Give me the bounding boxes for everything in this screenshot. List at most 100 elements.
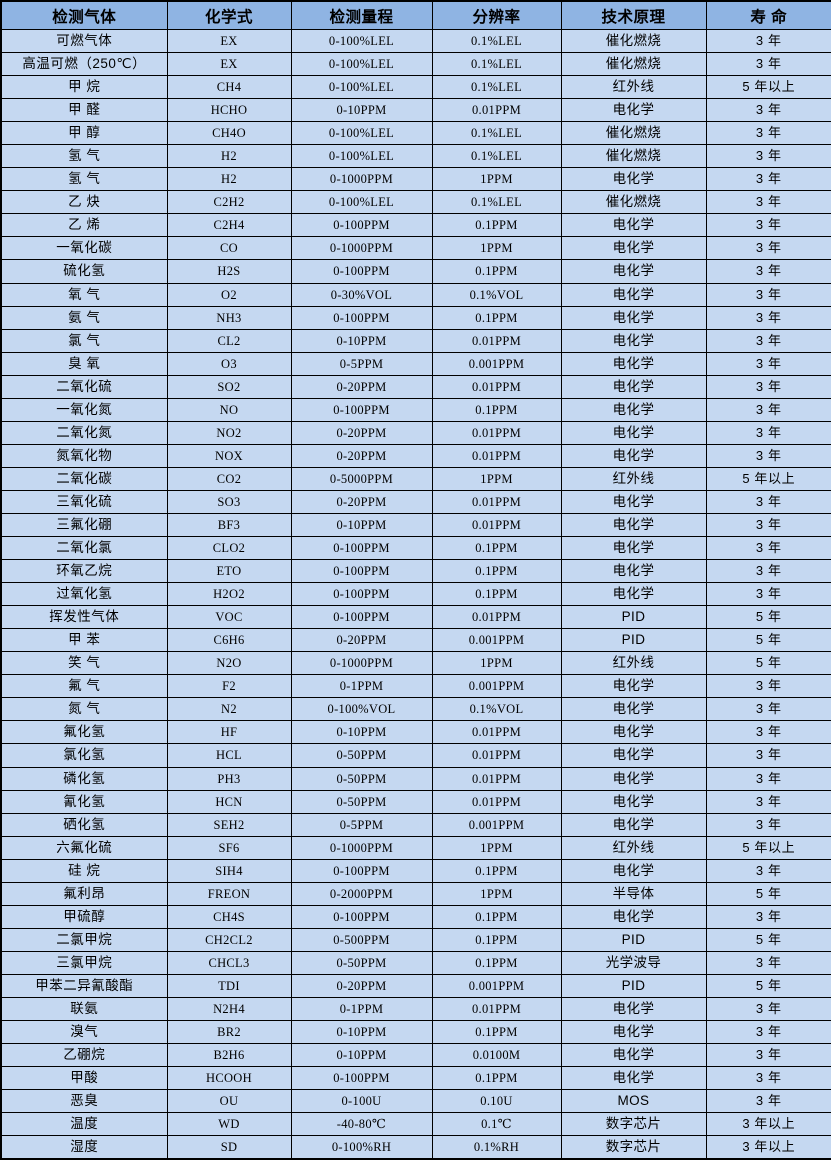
table-row: 三氟化硼 BF3 0-10PPM 0.01PPM 电化学 3 年 — [0, 512, 831, 538]
cell-life: 3 年 — [705, 351, 831, 376]
cell-gas: 氯 气 — [0, 328, 168, 353]
cell-res: 0.01PPM — [431, 374, 562, 399]
cell-gas: 氨 气 — [0, 305, 168, 330]
cell-range: 0-100PPM — [290, 559, 433, 584]
table-row: 二氯甲烷 CH2CL2 0-500PPM 0.1PPM PID 5 年 — [0, 927, 831, 952]
cell-life: 3 年 — [705, 489, 831, 514]
cell-res: 0.1%LEL — [431, 190, 562, 215]
table-row: 氨 气 NH3 0-100PPM 0.1PPM 电化学 3 年 — [0, 305, 831, 330]
cell-res: 0.1PPM — [431, 536, 562, 561]
cell-formula: EX — [166, 28, 292, 54]
cell-range: -40-80℃ — [290, 1112, 433, 1137]
cell-res: 0.001PPM — [431, 812, 562, 837]
cell-formula: CHCL3 — [166, 950, 292, 975]
table-row: 氰化氢 HCN 0-50PPM 0.01PPM 电化学 3 年 — [0, 789, 831, 814]
cell-tech: 电化学 — [560, 351, 707, 376]
cell-gas: 氟化氢 — [0, 720, 168, 745]
cell-tech: 数字芯片 — [560, 1135, 707, 1160]
table-row: 温度 WD -40-80℃ 0.1℃ 数字芯片 3 年以上 — [0, 1112, 831, 1137]
cell-res: 0.1%LEL — [431, 121, 562, 146]
cell-res: 0.01PPM — [431, 720, 562, 745]
cell-life: 5 年 — [705, 881, 831, 906]
cell-life: 3 年 — [705, 190, 831, 215]
table-row: 氯 气 CL2 0-10PPM 0.01PPM 电化学 3 年 — [0, 328, 831, 353]
cell-res: 0.001PPM — [431, 628, 562, 653]
cell-gas: 二氧化氮 — [0, 420, 168, 445]
cell-life: 3 年 — [705, 996, 831, 1022]
table-row: 甲苯二异氰酸酯 TDI 0-20PPM 0.001PPM PID 5 年 — [0, 973, 831, 998]
cell-res: 0.1PPM — [431, 213, 562, 238]
cell-tech: PID — [560, 927, 707, 952]
cell-formula: O3 — [166, 351, 292, 376]
cell-formula: CH4O — [166, 121, 292, 146]
cell-tech: 光学波导 — [560, 950, 707, 975]
cell-life: 3 年 — [705, 858, 831, 883]
cell-tech: 数字芯片 — [560, 1112, 707, 1137]
table-row: 环氧乙烷 ETO 0-100PPM 0.1PPM 电化学 3 年 — [0, 559, 831, 584]
cell-formula: VOC — [166, 605, 292, 630]
cell-gas: 氧 气 — [0, 282, 168, 307]
cell-res: 0.1PPM — [431, 397, 562, 422]
cell-life: 3 年以上 — [705, 1112, 831, 1137]
cell-gas: 甲 醛 — [0, 98, 168, 123]
cell-range: 0-10PPM — [290, 98, 433, 123]
cell-life: 3 年 — [705, 28, 831, 54]
cell-life: 3 年 — [705, 536, 831, 561]
cell-gas: 乙 炔 — [0, 190, 168, 215]
table-row: 甲酸 HCOOH 0-100PPM 0.1PPM 电化学 3 年 — [0, 1066, 831, 1091]
column-header-technology: 技术原理 — [560, 0, 707, 30]
cell-range: 0-100%LEL — [290, 190, 433, 215]
cell-life: 3 年 — [705, 812, 831, 837]
cell-range: 0-20PPM — [290, 489, 433, 514]
cell-res: 0.01PPM — [431, 789, 562, 814]
cell-tech: 电化学 — [560, 213, 707, 238]
cell-res: 0.0100M — [431, 1043, 562, 1068]
cell-formula: HCHO — [166, 98, 292, 123]
cell-res: 0.01PPM — [431, 489, 562, 514]
cell-gas: 溴气 — [0, 1020, 168, 1045]
cell-formula: ETO — [166, 559, 292, 584]
table-row: 三氯甲烷 CHCL3 0-50PPM 0.1PPM 光学波导 3 年 — [0, 950, 831, 975]
cell-gas: 氮 气 — [0, 697, 168, 722]
cell-life: 3 年 — [705, 512, 831, 538]
cell-tech: 半导体 — [560, 881, 707, 906]
cell-tech: 电化学 — [560, 282, 707, 307]
cell-range: 0-20PPM — [290, 420, 433, 445]
cell-gas: 一氧化碳 — [0, 236, 168, 261]
cell-tech: 电化学 — [560, 374, 707, 399]
cell-tech: 催化燃烧 — [560, 190, 707, 215]
cell-life: 5 年 — [705, 927, 831, 952]
cell-range: 0-100PPM — [290, 582, 433, 607]
cell-gas: 氟 气 — [0, 674, 168, 699]
table-row: 联氨 N2H4 0-1PPM 0.01PPM 电化学 3 年 — [0, 996, 831, 1022]
cell-range: 0-10PPM — [290, 328, 433, 353]
cell-res: 0.01PPM — [431, 328, 562, 353]
table-row: 乙 烯 C2H4 0-100PPM 0.1PPM 电化学 3 年 — [0, 213, 831, 238]
table-row: 高温可燃（250℃） EX 0-100%LEL 0.1%LEL 催化燃烧 3 年 — [0, 52, 831, 77]
cell-range: 0-1PPM — [290, 996, 433, 1022]
cell-formula: WD — [166, 1112, 292, 1137]
cell-formula: SO3 — [166, 489, 292, 514]
cell-formula: CL2 — [166, 328, 292, 353]
cell-gas: 氢 气 — [0, 167, 168, 192]
cell-tech: 电化学 — [560, 420, 707, 445]
column-header-lifespan: 寿 命 — [705, 0, 831, 30]
cell-range: 0-1000PPM — [290, 651, 433, 676]
cell-tech: 电化学 — [560, 858, 707, 883]
cell-res: 0.1PPM — [431, 582, 562, 607]
cell-res: 0.01PPM — [431, 512, 562, 538]
cell-formula: SF6 — [166, 835, 292, 860]
cell-tech: 催化燃烧 — [560, 28, 707, 54]
cell-range: 0-100%VOL — [290, 697, 433, 722]
table-row: 甲 醇 CH4O 0-100%LEL 0.1%LEL 催化燃烧 3 年 — [0, 121, 831, 146]
cell-range: 0-100PPM — [290, 259, 433, 284]
cell-gas: 六氟化硫 — [0, 835, 168, 860]
cell-tech: 电化学 — [560, 328, 707, 353]
cell-res: 0.001PPM — [431, 351, 562, 376]
cell-res: 0.1%VOL — [431, 697, 562, 722]
cell-res: 1PPM — [431, 835, 562, 860]
cell-formula: N2O — [166, 651, 292, 676]
cell-life: 3 年 — [705, 1043, 831, 1068]
cell-range: 0-100PPM — [290, 305, 433, 330]
cell-formula: EX — [166, 52, 292, 77]
